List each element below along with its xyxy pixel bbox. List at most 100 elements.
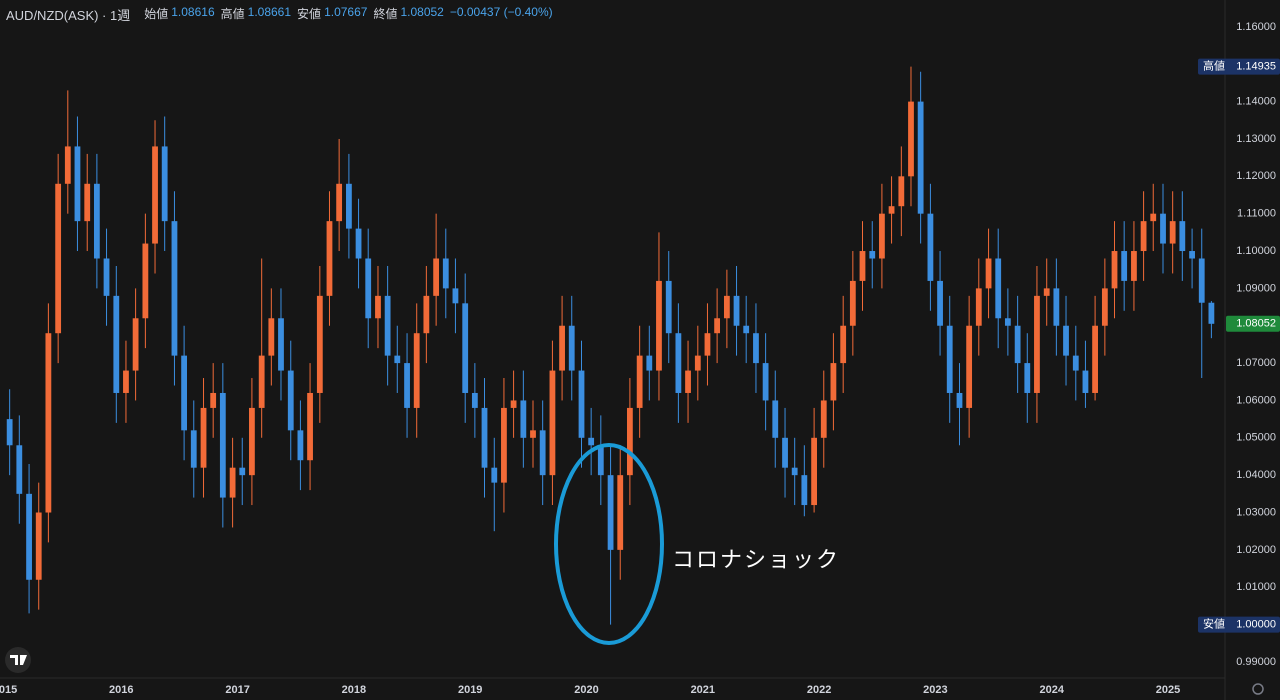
candle-body (249, 407, 255, 476)
candle-body (908, 101, 914, 177)
candle-body (704, 333, 711, 356)
x-tick-label: 2021 (691, 684, 715, 696)
candle-body (6, 419, 13, 446)
candle-body (927, 213, 934, 281)
candle-body (481, 407, 488, 468)
candle-body (64, 146, 71, 184)
candle-body (1160, 213, 1166, 244)
candle-body (404, 363, 410, 408)
candle-body (995, 258, 1002, 319)
candle-body (626, 407, 633, 476)
candle-body (326, 221, 333, 296)
candle-body (1169, 221, 1176, 244)
candle-body (656, 280, 662, 371)
candle-body (297, 430, 304, 461)
price-badge (1198, 58, 1280, 75)
candle-body (801, 475, 808, 506)
y-tick-label: 1.16000 (1236, 21, 1276, 33)
candle-body (743, 325, 750, 334)
candle-body (675, 333, 682, 393)
x-tick-label: 2024 (1039, 684, 1064, 696)
candle-body (219, 392, 226, 498)
price-badge-tag: 高値 (1203, 59, 1225, 73)
candle-body (530, 430, 536, 438)
candle-body (665, 280, 672, 334)
settings-icon[interactable] (1252, 683, 1264, 695)
candle-body (103, 258, 110, 296)
candle-body (268, 318, 275, 356)
candle-body (617, 475, 624, 550)
stat: 終値 1.08052 (373, 5, 443, 24)
candle-body (917, 101, 924, 214)
candle-body (1208, 302, 1215, 324)
candle-body (442, 258, 449, 289)
y-tick-label: 0.99000 (1236, 656, 1276, 668)
candle-body (937, 280, 943, 326)
y-tick-label: 1.14000 (1236, 96, 1276, 108)
x-tick-label: 2016 (109, 684, 133, 696)
x-tick-label: 2018 (342, 684, 366, 696)
candle-body (142, 243, 149, 319)
x-tick-label: 2020 (574, 684, 598, 696)
candle-body (346, 183, 352, 229)
candle-body (413, 333, 420, 408)
change: −0.00437 (−0.40%) (449, 5, 553, 19)
y-tick-label: 1.07000 (1236, 357, 1276, 369)
candle-body (975, 288, 982, 326)
candle-body (966, 325, 973, 408)
y-tick-label: 1.12000 (1236, 170, 1276, 182)
candle-body (491, 467, 498, 483)
candle-body (239, 467, 246, 476)
candle-body (132, 318, 139, 371)
candle-body (287, 370, 294, 431)
logo-mark[interactable] (10, 655, 27, 665)
candle-body (93, 183, 100, 259)
x-tick-label: 2017 (225, 684, 249, 696)
candle-body (636, 355, 643, 408)
candle-body (152, 146, 158, 244)
candle-body (859, 251, 866, 281)
candle-body (1053, 288, 1060, 326)
candle-body (45, 333, 52, 513)
candle-body (597, 445, 604, 476)
candle-body (210, 392, 217, 408)
candle-body (733, 295, 740, 326)
candle-body (55, 183, 62, 334)
stat-label: 安値 (297, 7, 322, 21)
highlight-ellipse (554, 443, 664, 645)
candle-body (1121, 251, 1128, 281)
candle-body (307, 392, 313, 461)
stat-value: 1.08661 (247, 5, 292, 19)
candle-body (1111, 251, 1118, 289)
y-tick-label: 1.11000 (1237, 208, 1276, 220)
candle-body (113, 295, 120, 393)
candle-body (462, 303, 469, 393)
candle-body (1034, 295, 1040, 393)
stat-value: 1.08616 (171, 5, 215, 19)
candle-body (355, 228, 362, 259)
stat: 始値 1.08616 (144, 5, 214, 24)
candle-body (849, 280, 856, 326)
candle-body (559, 325, 565, 371)
candle-body (762, 363, 769, 401)
candle-body (423, 295, 430, 334)
candle-body (568, 325, 575, 371)
candle-body (791, 467, 798, 476)
candle-body (946, 325, 953, 393)
candle-body (1198, 258, 1205, 303)
y-tick-label: 1.10000 (1236, 245, 1276, 257)
candle-body (1092, 325, 1098, 393)
candle-body (1140, 221, 1147, 252)
candle-body (384, 295, 391, 356)
candle-body (1082, 370, 1089, 393)
candle-body (161, 146, 168, 222)
candle-body (26, 493, 32, 580)
candle-body (714, 318, 721, 334)
candle-body (123, 370, 129, 393)
candle-body (1004, 318, 1011, 326)
candle-body (452, 288, 459, 304)
stat-value: 1.07667 (324, 5, 368, 19)
candle-body (549, 370, 556, 476)
candle-body (694, 355, 701, 371)
tradingview-logo[interactable] (5, 647, 31, 673)
